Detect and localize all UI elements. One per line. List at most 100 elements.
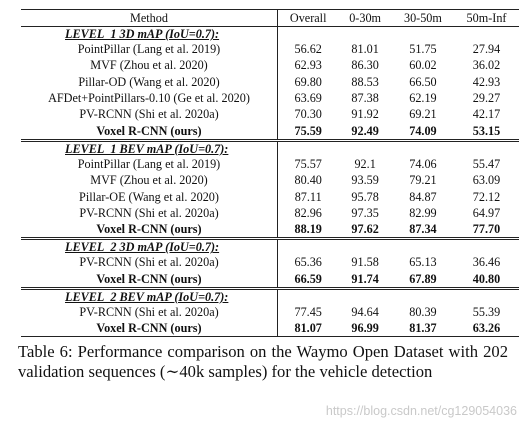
value-cell-overall: 87.11 [277, 188, 339, 205]
value-cell-0-30m: 81.01 [351, 42, 379, 57]
method-cell: Pillar-OD (Wang et al. 2020) [78, 74, 220, 89]
section-title: LEVEL_2 BEV mAP (IoU=0.7): [21, 286, 278, 304]
method-cell: Voxel R-CNN (ours) [96, 123, 202, 138]
method-cell: PointPillar (Lang et al. 2019) [77, 156, 221, 171]
value-cell-overall: 77.45 [277, 303, 339, 321]
value-cell-0-30m: 93.59 [351, 173, 379, 188]
table-row: AFDet+PointPillars-0.10 (Ge et al. 2020)… [21, 89, 519, 107]
value-cell-50m-inf: 29.27 [472, 91, 501, 106]
value-cell-0-30m: 91.58 [351, 255, 379, 270]
method-cell: Voxel R-CNN (ours) [96, 271, 202, 286]
section-empty-cell [454, 26, 519, 41]
section-empty-cell [391, 26, 454, 41]
header-0-30m: 0-30m [338, 9, 392, 27]
table-header-row: Method Overall 0-30m 30-50m 50m-Inf [21, 9, 519, 27]
value-cell-50m-inf: 40.80 [472, 271, 501, 286]
table-row: MVF (Zhou et al. 2020) 62.93 86.30 60.02 36.… [21, 57, 519, 74]
section-empty-cell [454, 237, 519, 255]
method-cell: AFDet+PointPillars-0.10 (Ge et al. 2020) [48, 91, 250, 106]
header-method: Method [21, 9, 278, 27]
table-caption: Table 6: Performance comparison on the W… [18, 342, 508, 381]
value-cell-50m-inf: 53.15 [472, 123, 501, 138]
value-cell-0-30m: 94.64 [351, 305, 379, 319]
value-cell-50m-inf: 42.93 [472, 74, 501, 89]
value-cell-0-30m: 96.99 [338, 320, 392, 338]
value-cell-30-50m: 87.34 [409, 222, 437, 237]
table-row: PointPillar (Lang et al. 2019) 56.62 81.01… [21, 41, 519, 58]
value-cell-50m-inf: 63.09 [472, 173, 501, 188]
table-row: Voxel R-CNN (ours) 75.59 92.49 74.09 53.15 [21, 122, 519, 141]
value-cell-0-30m: 91.92 [351, 107, 379, 122]
method-cell: Voxel R-CNN (ours) [21, 320, 278, 338]
value-cell-30-50m: 51.75 [409, 42, 437, 57]
value-cell-overall: 56.62 [277, 41, 339, 58]
section-title: LEVEL_1 BEV mAP (IoU=0.7): [21, 138, 278, 156]
section-header-row: LEVEL_2 BEV mAP (IoU=0.7): [21, 286, 519, 304]
value-cell-overall: 69.80 [277, 73, 339, 90]
section-empty-cell [338, 286, 392, 304]
section-empty-cell [391, 237, 454, 255]
value-cell-50m-inf: 63.26 [454, 320, 519, 338]
table-row: PV-RCNN (Shi et al. 2020a) 82.96 97.35 82.9… [21, 204, 519, 221]
section-empty-cell [391, 138, 454, 156]
method-cell: PV-RCNN (Shi et al. 2020a) [79, 107, 219, 122]
value-cell-30-50m: 60.02 [409, 58, 437, 73]
method-cell: MVF (Zhou et al. 2020) [90, 173, 208, 188]
section-empty-cell [338, 26, 392, 41]
value-cell-0-30m: 92.49 [351, 123, 379, 138]
value-cell-30-50m: 79.21 [409, 173, 437, 188]
table-row: PV-RCNN (Shi et al. 2020a) 65.36 91.58 65.1… [21, 254, 519, 271]
value-cell-overall: 65.36 [277, 254, 339, 271]
value-cell-50m-inf: 36.02 [472, 58, 501, 73]
value-cell-50m-inf: 36.46 [472, 255, 501, 270]
value-cell-30-50m: 80.39 [409, 305, 437, 319]
results-table-container: Method Overall 0-30m 30-50m 50m-Inf LEVE… [21, 9, 519, 338]
header-overall: Overall [277, 9, 339, 27]
value-cell-30-50m: 69.21 [409, 107, 437, 122]
value-cell-50m-inf: 27.94 [472, 42, 501, 57]
method-cell: Voxel R-CNN (ours) [96, 222, 202, 237]
value-cell-30-50m: 84.87 [409, 189, 437, 204]
value-cell-30-50m: 66.50 [409, 74, 437, 89]
value-cell-overall: 75.59 [277, 122, 339, 141]
value-cell-0-30m: 95.78 [351, 189, 379, 204]
section-empty-cell [338, 138, 392, 156]
value-cell-0-30m: 92.1 [354, 156, 376, 171]
section-empty-cell [338, 237, 392, 255]
section-header-row: LEVEL_1 3D mAP (IoU=0.7): [21, 26, 519, 41]
value-cell-0-30m: 97.62 [351, 222, 379, 237]
table-row: Voxel R-CNN (ours) 88.19 97.62 87.34 77.70 [21, 220, 519, 239]
value-cell-overall: 70.30 [277, 106, 339, 123]
table-row: Voxel R-CNN (ours) 66.59 91.74 67.89 40.80 [21, 270, 519, 289]
value-cell-50m-inf: 55.47 [472, 156, 501, 171]
table-row: Voxel R-CNN (ours) 81.07 96.99 81.37 63.26 [21, 320, 519, 338]
value-cell-30-50m: 82.99 [409, 205, 437, 220]
section-empty-cell [277, 138, 339, 156]
section-title: LEVEL_2 3D mAP (IoU=0.7): [21, 237, 278, 255]
value-cell-0-30m: 86.30 [351, 58, 379, 73]
results-table: Method Overall 0-30m 30-50m 50m-Inf LEVE… [21, 9, 519, 338]
value-cell-30-50m: 65.13 [409, 255, 437, 270]
value-cell-0-30m: 91.74 [351, 271, 379, 286]
value-cell-overall: 82.96 [277, 204, 339, 221]
value-cell-overall: 75.57 [277, 155, 339, 173]
value-cell-50m-inf: 42.17 [472, 107, 501, 122]
method-cell: PV-RCNN (Shi et al. 2020a) [79, 205, 219, 220]
method-cell: PV-RCNN (Shi et al. 2020a) [79, 255, 219, 270]
section-empty-cell [277, 237, 339, 255]
value-cell-0-30m: 87.38 [351, 91, 379, 106]
header-30-50m: 30-50m [391, 9, 454, 27]
value-cell-50m-inf: 64.97 [472, 205, 501, 220]
value-cell-overall: 88.19 [277, 220, 339, 239]
value-cell-30-50m: 74.06 [409, 156, 437, 171]
method-cell: Pillar-OE (Wang et al. 2020) [79, 189, 219, 204]
value-cell-overall: 62.93 [277, 57, 339, 74]
value-cell-overall: 80.40 [277, 172, 339, 189]
table-row: PV-RCNN (Shi et al. 2020a) 70.30 91.92 69.2… [21, 106, 519, 123]
value-cell-50m-inf: 72.12 [472, 189, 501, 204]
table-row: Pillar-OD (Wang et al. 2020) 69.80 88.53 66… [21, 73, 519, 90]
watermark-url: https://blog.csdn.net/cg129054036 [325, 404, 517, 418]
value-cell-overall: 66.59 [277, 270, 339, 289]
method-cell: MVF (Zhou et al. 2020) [90, 58, 208, 73]
value-cell-50m-inf: 55.39 [472, 305, 501, 319]
